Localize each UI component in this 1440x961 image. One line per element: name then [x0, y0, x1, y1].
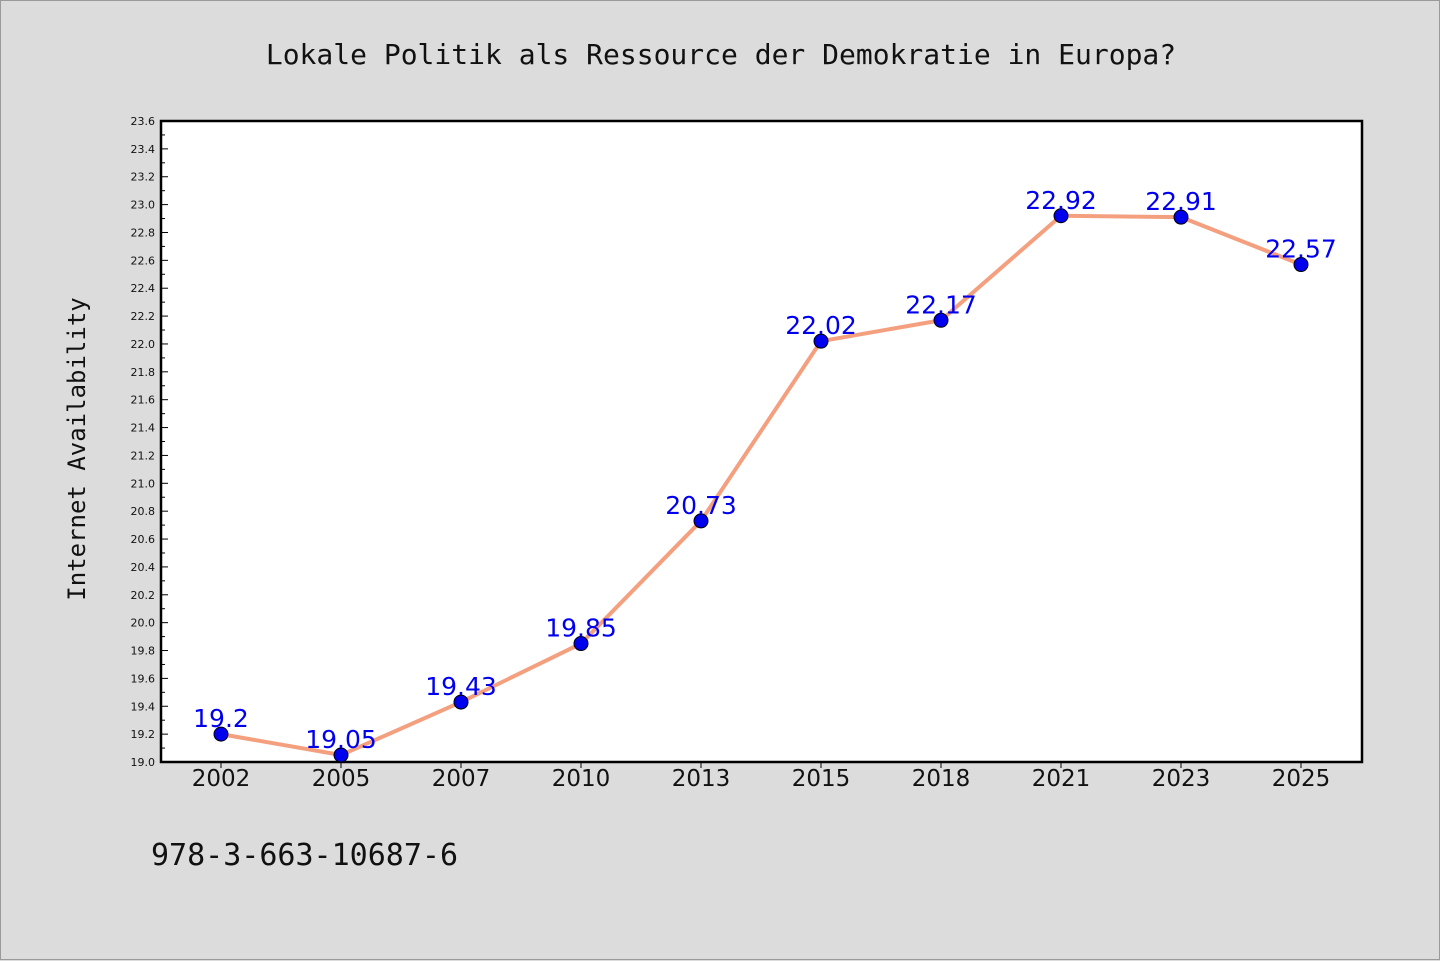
x-tick-label: 2007 [432, 766, 491, 792]
y-tick-label: 19.0 [131, 756, 156, 769]
footer-isbn: 978-3-663-10687-6 [151, 838, 458, 873]
y-tick-label: 20.2 [131, 589, 156, 602]
data-point [1173, 209, 1189, 225]
series-line [219, 213, 1303, 758]
x-tick-label: 2015 [792, 766, 851, 792]
y-tick-label: 19.8 [131, 645, 156, 658]
y-tick-label: 19.4 [131, 700, 156, 713]
y-tick-label: 21.4 [131, 422, 156, 435]
x-tick-label: 2013 [672, 766, 731, 792]
y-tick-label: 23.6 [131, 115, 156, 128]
y-axis-label: Internet Availability [63, 297, 91, 600]
x-axis: 2002 2005 2007 2010 2013 2015 2018 2021 2023 2025 [192, 762, 1331, 792]
data-label: 22.17 [905, 290, 977, 319]
data-label: 22.57 [1265, 235, 1337, 264]
plot-area [159, 119, 1364, 764]
data-label: 22.91 [1145, 187, 1217, 216]
chart-title: Lokale Politik als Ressource der Demokra… [266, 38, 1176, 71]
x-tick-label: 2018 [912, 766, 971, 792]
data-label: 19.43 [425, 672, 497, 701]
data-point [1293, 257, 1309, 273]
y-tick-label: 20.0 [131, 617, 156, 630]
data-label: 22.02 [785, 311, 857, 340]
series-layer: 19.2 19.05 19.43 19.85 20.73 22.02 22.17 22.92 2… [193, 186, 1337, 763]
y-tick-label: 22.6 [131, 254, 156, 267]
data-label: 19.85 [545, 614, 617, 643]
y-tick-label: 22.4 [131, 282, 156, 295]
data-point [1053, 208, 1069, 224]
x-tick-label: 2005 [312, 766, 371, 792]
data-label: 19.2 [193, 704, 249, 733]
y-tick-label: 21.2 [131, 449, 156, 462]
data-label: 22.92 [1025, 186, 1097, 215]
x-tick-label: 2025 [1272, 766, 1331, 792]
y-tick-label: 19.2 [131, 728, 156, 741]
y-tick-label: 23.2 [131, 171, 156, 184]
data-label: 20.73 [665, 491, 737, 520]
x-tick-label: 2021 [1032, 766, 1091, 792]
data-point [213, 726, 229, 742]
y-tick-label: 21.0 [131, 477, 156, 490]
y-tick-label: 21.8 [131, 366, 156, 379]
y-tick-label: 22.0 [131, 338, 156, 351]
data-point [453, 694, 469, 710]
y-tick-label: 22.8 [131, 226, 156, 239]
y-tick-label: 20.8 [131, 505, 156, 518]
data-point [933, 312, 949, 328]
x-tick-label: 2010 [552, 766, 611, 792]
data-label: 19.05 [305, 725, 377, 754]
y-tick-label: 23.0 [131, 199, 156, 212]
y-tick-label: 21.6 [131, 394, 156, 407]
y-tick-label: 19.6 [131, 672, 156, 685]
y-tick-label: 23.4 [131, 143, 156, 156]
y-axis: 19.0 19.2 19.4 19.6 19.8 20.0 20.2 20.4 20.6 20.8… [131, 115, 168, 769]
x-tick-label: 2023 [1152, 766, 1211, 792]
data-point [813, 333, 829, 349]
y-tick-label: 20.4 [131, 561, 156, 574]
data-point [693, 513, 709, 529]
y-tick-label: 20.6 [131, 533, 156, 546]
data-point [573, 636, 589, 652]
x-tick-label: 2002 [192, 766, 251, 792]
data-point [333, 747, 349, 763]
y-tick-label: 22.2 [131, 310, 156, 323]
